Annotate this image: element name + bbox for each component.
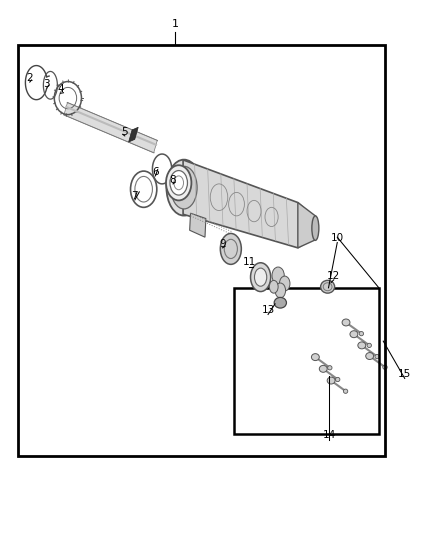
Ellipse shape: [166, 165, 191, 200]
Ellipse shape: [166, 160, 201, 215]
Ellipse shape: [367, 343, 371, 348]
Ellipse shape: [274, 297, 286, 308]
Ellipse shape: [327, 377, 335, 384]
Ellipse shape: [220, 233, 241, 264]
Ellipse shape: [350, 330, 358, 338]
Text: 3: 3: [43, 79, 50, 88]
Ellipse shape: [359, 332, 364, 336]
Ellipse shape: [279, 276, 290, 291]
Text: 2: 2: [26, 73, 33, 83]
Text: 5: 5: [121, 127, 128, 136]
Polygon shape: [190, 213, 206, 237]
Ellipse shape: [254, 268, 267, 286]
Ellipse shape: [358, 342, 366, 349]
Ellipse shape: [170, 171, 187, 195]
Ellipse shape: [251, 263, 271, 292]
Ellipse shape: [171, 166, 197, 209]
Ellipse shape: [375, 354, 379, 359]
Bar: [18, 45, 385, 456]
Text: 1: 1: [172, 19, 179, 29]
Ellipse shape: [272, 267, 284, 284]
Polygon shape: [129, 127, 138, 142]
Ellipse shape: [342, 319, 350, 326]
Text: 7: 7: [131, 191, 138, 200]
Ellipse shape: [343, 389, 348, 393]
Ellipse shape: [366, 353, 374, 359]
Text: 8: 8: [170, 175, 177, 184]
Text: 13: 13: [261, 305, 275, 315]
Text: 15: 15: [398, 369, 411, 379]
Text: 9: 9: [219, 239, 226, 248]
Polygon shape: [64, 103, 157, 152]
Ellipse shape: [321, 280, 335, 293]
Ellipse shape: [336, 377, 340, 382]
Text: 4: 4: [57, 84, 64, 94]
Ellipse shape: [383, 365, 387, 369]
Polygon shape: [298, 203, 315, 248]
Text: 14: 14: [323, 431, 336, 440]
Ellipse shape: [269, 280, 278, 293]
Text: 10: 10: [331, 233, 344, 243]
Ellipse shape: [312, 216, 319, 240]
Text: 12: 12: [327, 271, 340, 280]
Ellipse shape: [275, 283, 286, 298]
Text: 6: 6: [152, 167, 159, 176]
Bar: [234, 288, 379, 434]
Polygon shape: [183, 160, 315, 248]
Ellipse shape: [311, 354, 319, 360]
Text: 11: 11: [243, 257, 256, 267]
Ellipse shape: [319, 366, 327, 372]
Ellipse shape: [328, 366, 332, 370]
